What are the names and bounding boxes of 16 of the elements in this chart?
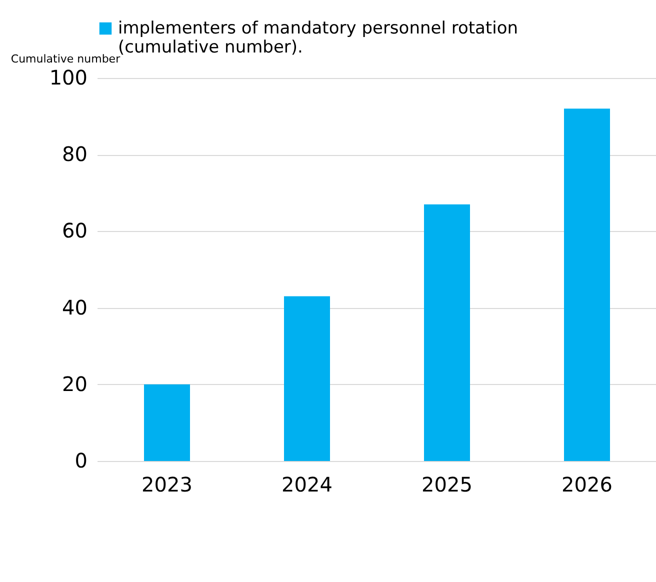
legend-label: implementers of mandatory personnel rotation (cumulative number). xyxy=(118,18,518,58)
y-tick-label: 60 xyxy=(62,218,88,243)
y-axis-title: Cumulative number xyxy=(10,52,121,66)
y-tick-label: 0 xyxy=(74,448,88,472)
x-tick-label: 2025 xyxy=(422,472,472,496)
x-tick-label: 2024 xyxy=(282,472,332,496)
bar xyxy=(424,204,470,461)
x-tick-label: 2023 xyxy=(142,472,192,496)
y-tick-label: 40 xyxy=(62,295,88,320)
x-tick-label: 2026 xyxy=(562,472,612,496)
bar xyxy=(144,384,190,461)
y-tick-label: 20 xyxy=(62,372,88,396)
bar xyxy=(284,296,330,461)
y-tick-label: 100 xyxy=(49,66,88,90)
bar xyxy=(564,108,610,461)
y-tick-label: 80 xyxy=(62,142,88,166)
